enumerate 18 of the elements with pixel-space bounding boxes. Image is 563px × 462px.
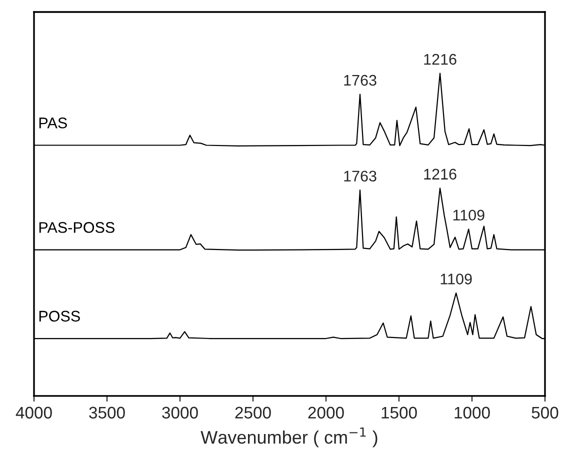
x-tick-label: 3500 bbox=[89, 406, 125, 419]
x-tick-label: 1000 bbox=[454, 406, 490, 419]
x-tick-label: 500 bbox=[532, 406, 558, 419]
x-tick-label: 2000 bbox=[308, 406, 344, 419]
x-axis-title: Wavenumber ( cm$^{−1}$ ) bbox=[200, 427, 378, 448]
annotation: 1763 bbox=[344, 74, 376, 86]
annotation: 1216 bbox=[424, 168, 456, 180]
x-tick-label: 4000 bbox=[16, 406, 52, 419]
series-label: POSS bbox=[39, 310, 80, 322]
x-tick-label: 3000 bbox=[162, 406, 198, 419]
annotation: 1216 bbox=[424, 54, 456, 65]
x-tick-label: 1500 bbox=[382, 406, 417, 419]
x-tick-label: 2500 bbox=[235, 406, 271, 419]
series-label: PAS bbox=[39, 118, 67, 128]
series-label: PAS-POSS bbox=[39, 222, 114, 233]
annotation: 1109 bbox=[440, 274, 472, 284]
annotation: 1109 bbox=[453, 210, 484, 221]
annotation: 1763 bbox=[344, 170, 376, 182]
